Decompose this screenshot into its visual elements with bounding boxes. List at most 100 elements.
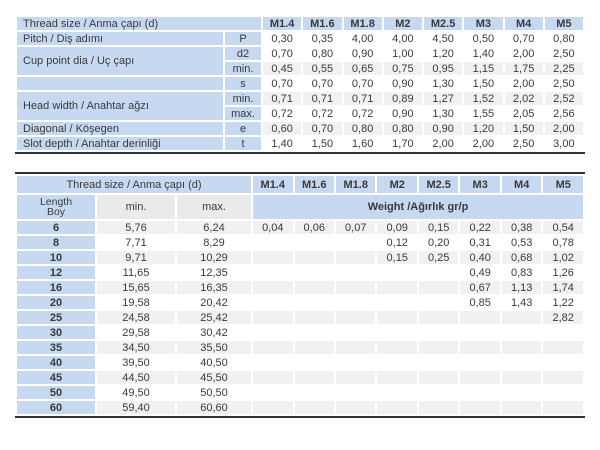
length-weight-table: Thread size / Anma çapı (d) M1.4 M1.6 M1.8… [15, 172, 585, 418]
value-cell: 0,72 [343, 107, 382, 120]
weight-cell: 0,15 [377, 251, 417, 264]
row-symbol: min. [225, 92, 261, 105]
length-cell: 30 [17, 326, 95, 339]
value-cell: 1,60 [343, 137, 382, 150]
weight-cell [336, 251, 376, 264]
length-cell: 8 [17, 236, 95, 249]
length-cell: 50 [17, 386, 95, 399]
value-cell: 0,71 [343, 92, 382, 105]
length-weight-header-row: Thread size / Anma çapı (d) M1.4 M1.6 M1.8… [17, 176, 583, 193]
weight-cell [418, 371, 459, 384]
weight-cell [418, 326, 459, 339]
dimensions-table: Thread size / Anma çapı (d) M1.4 M1.6 M1.8… [15, 15, 585, 154]
weight-cell [294, 251, 334, 264]
min-cell: 5,76 [97, 221, 175, 234]
weight-cell: 0,83 [501, 266, 542, 279]
weight-cell: 0,49 [460, 266, 500, 279]
column-header: M2 [383, 17, 422, 30]
weight-cell: 0,06 [294, 221, 334, 234]
weight-cell [460, 326, 500, 339]
value-cell: 3,00 [544, 137, 583, 150]
row-label [17, 77, 223, 90]
max-cell: 6,24 [177, 221, 252, 234]
value-cell: 0,90 [383, 107, 422, 120]
weight-cell [336, 236, 376, 249]
length-cell: 25 [17, 311, 95, 324]
weight-cell: 0,68 [501, 251, 542, 264]
weight-cell [294, 356, 334, 369]
weight-cell: 0,15 [418, 221, 459, 234]
min-cell: 39,50 [97, 356, 175, 369]
value-cell: 0,90 [343, 47, 382, 60]
weight-cell: 0,40 [460, 251, 500, 264]
weight-cell: 0,31 [460, 236, 500, 249]
min-cell: 24,58 [97, 311, 175, 324]
row-symbol: s [225, 77, 261, 90]
value-cell: 1,15 [464, 62, 503, 75]
value-cell: 0,95 [424, 62, 463, 75]
length-label-tr: Boy [46, 206, 66, 218]
value-cell: 4,50 [424, 32, 463, 45]
value-cell: 0,89 [383, 92, 422, 105]
min-cell: 9,71 [97, 251, 175, 264]
min-cell: 29,58 [97, 326, 175, 339]
dimensions-table-body: Thread size / Anma çapı (d) M1.4 M1.6 M1.8… [17, 17, 583, 150]
column-header: M1.8 [336, 176, 376, 193]
value-cell: 2,00 [544, 122, 583, 135]
value-cell: 2,50 [544, 77, 583, 90]
value-cell: 1,27 [424, 92, 463, 105]
weight-cell [460, 356, 500, 369]
length-cell: 10 [17, 251, 95, 264]
value-cell: 0,55 [303, 62, 342, 75]
table-row: 6 5,76 6,24 0,04 0,06 0,07 0,09 0,15 0,22 0,38 0,5… [17, 221, 583, 234]
weight-cell [418, 401, 459, 414]
row-label: Pitch / Diş adımı [17, 32, 223, 45]
weight-cell: 0,22 [460, 221, 500, 234]
weight-cell [253, 326, 293, 339]
min-cell: 19,58 [97, 296, 175, 309]
weight-cell [543, 356, 583, 369]
length-cell: 35 [17, 341, 95, 354]
row-symbol: d2 [225, 47, 261, 60]
weight-cell [336, 266, 376, 279]
weight-cell: 0,54 [543, 221, 583, 234]
value-cell: 2,00 [504, 47, 543, 60]
value-cell: 1,30 [424, 107, 463, 120]
value-cell: 0,72 [303, 107, 342, 120]
weight-cell: 0,07 [336, 221, 376, 234]
weight-cell [501, 371, 542, 384]
weight-cell [294, 281, 334, 294]
weight-cell: 0,12 [377, 236, 417, 249]
table-row: Cup point dia / Uç çapı d2 0,70 0,80 0,90 1,0… [17, 47, 583, 75]
weight-cell [418, 386, 459, 399]
column-header: M5 [543, 176, 583, 193]
dimensions-table-title: Thread size / Anma çapı (d) [17, 17, 261, 30]
value-cell: 0,80 [303, 47, 342, 60]
weight-cell: 1,26 [543, 266, 583, 279]
value-cell: 2,00 [464, 137, 503, 150]
weight-cell: 0,20 [418, 236, 459, 249]
weight-cell: 1,13 [501, 281, 542, 294]
weight-cell [253, 296, 293, 309]
column-header: M2.5 [418, 176, 459, 193]
table-row: 30 29,58 30,42 [17, 326, 583, 339]
weight-cell: 0,67 [460, 281, 500, 294]
weight-cell: 0,25 [418, 251, 459, 264]
weight-cell: 2,82 [543, 311, 583, 324]
value-cell: 1,20 [464, 122, 503, 135]
value-cell: 0,80 [544, 32, 583, 45]
value-cell: 0,90 [383, 77, 422, 90]
weight-cell [253, 236, 293, 249]
value-cell: 1,40 [263, 137, 302, 150]
value-cell: 2,52 [544, 92, 583, 105]
max-cell: 12,35 [177, 266, 252, 279]
weight-cell [294, 236, 334, 249]
weight-cell [377, 401, 417, 414]
table-row: 60 59,40 60,60 [17, 401, 583, 414]
max-cell: 25,42 [177, 311, 252, 324]
spec-sheet: Thread size / Anma çapı (d) M1.4 M1.6 M1.8… [15, 15, 585, 418]
weight-cell [336, 311, 376, 324]
weight-cell [336, 371, 376, 384]
weight-cell [501, 326, 542, 339]
length-cell: 40 [17, 356, 95, 369]
